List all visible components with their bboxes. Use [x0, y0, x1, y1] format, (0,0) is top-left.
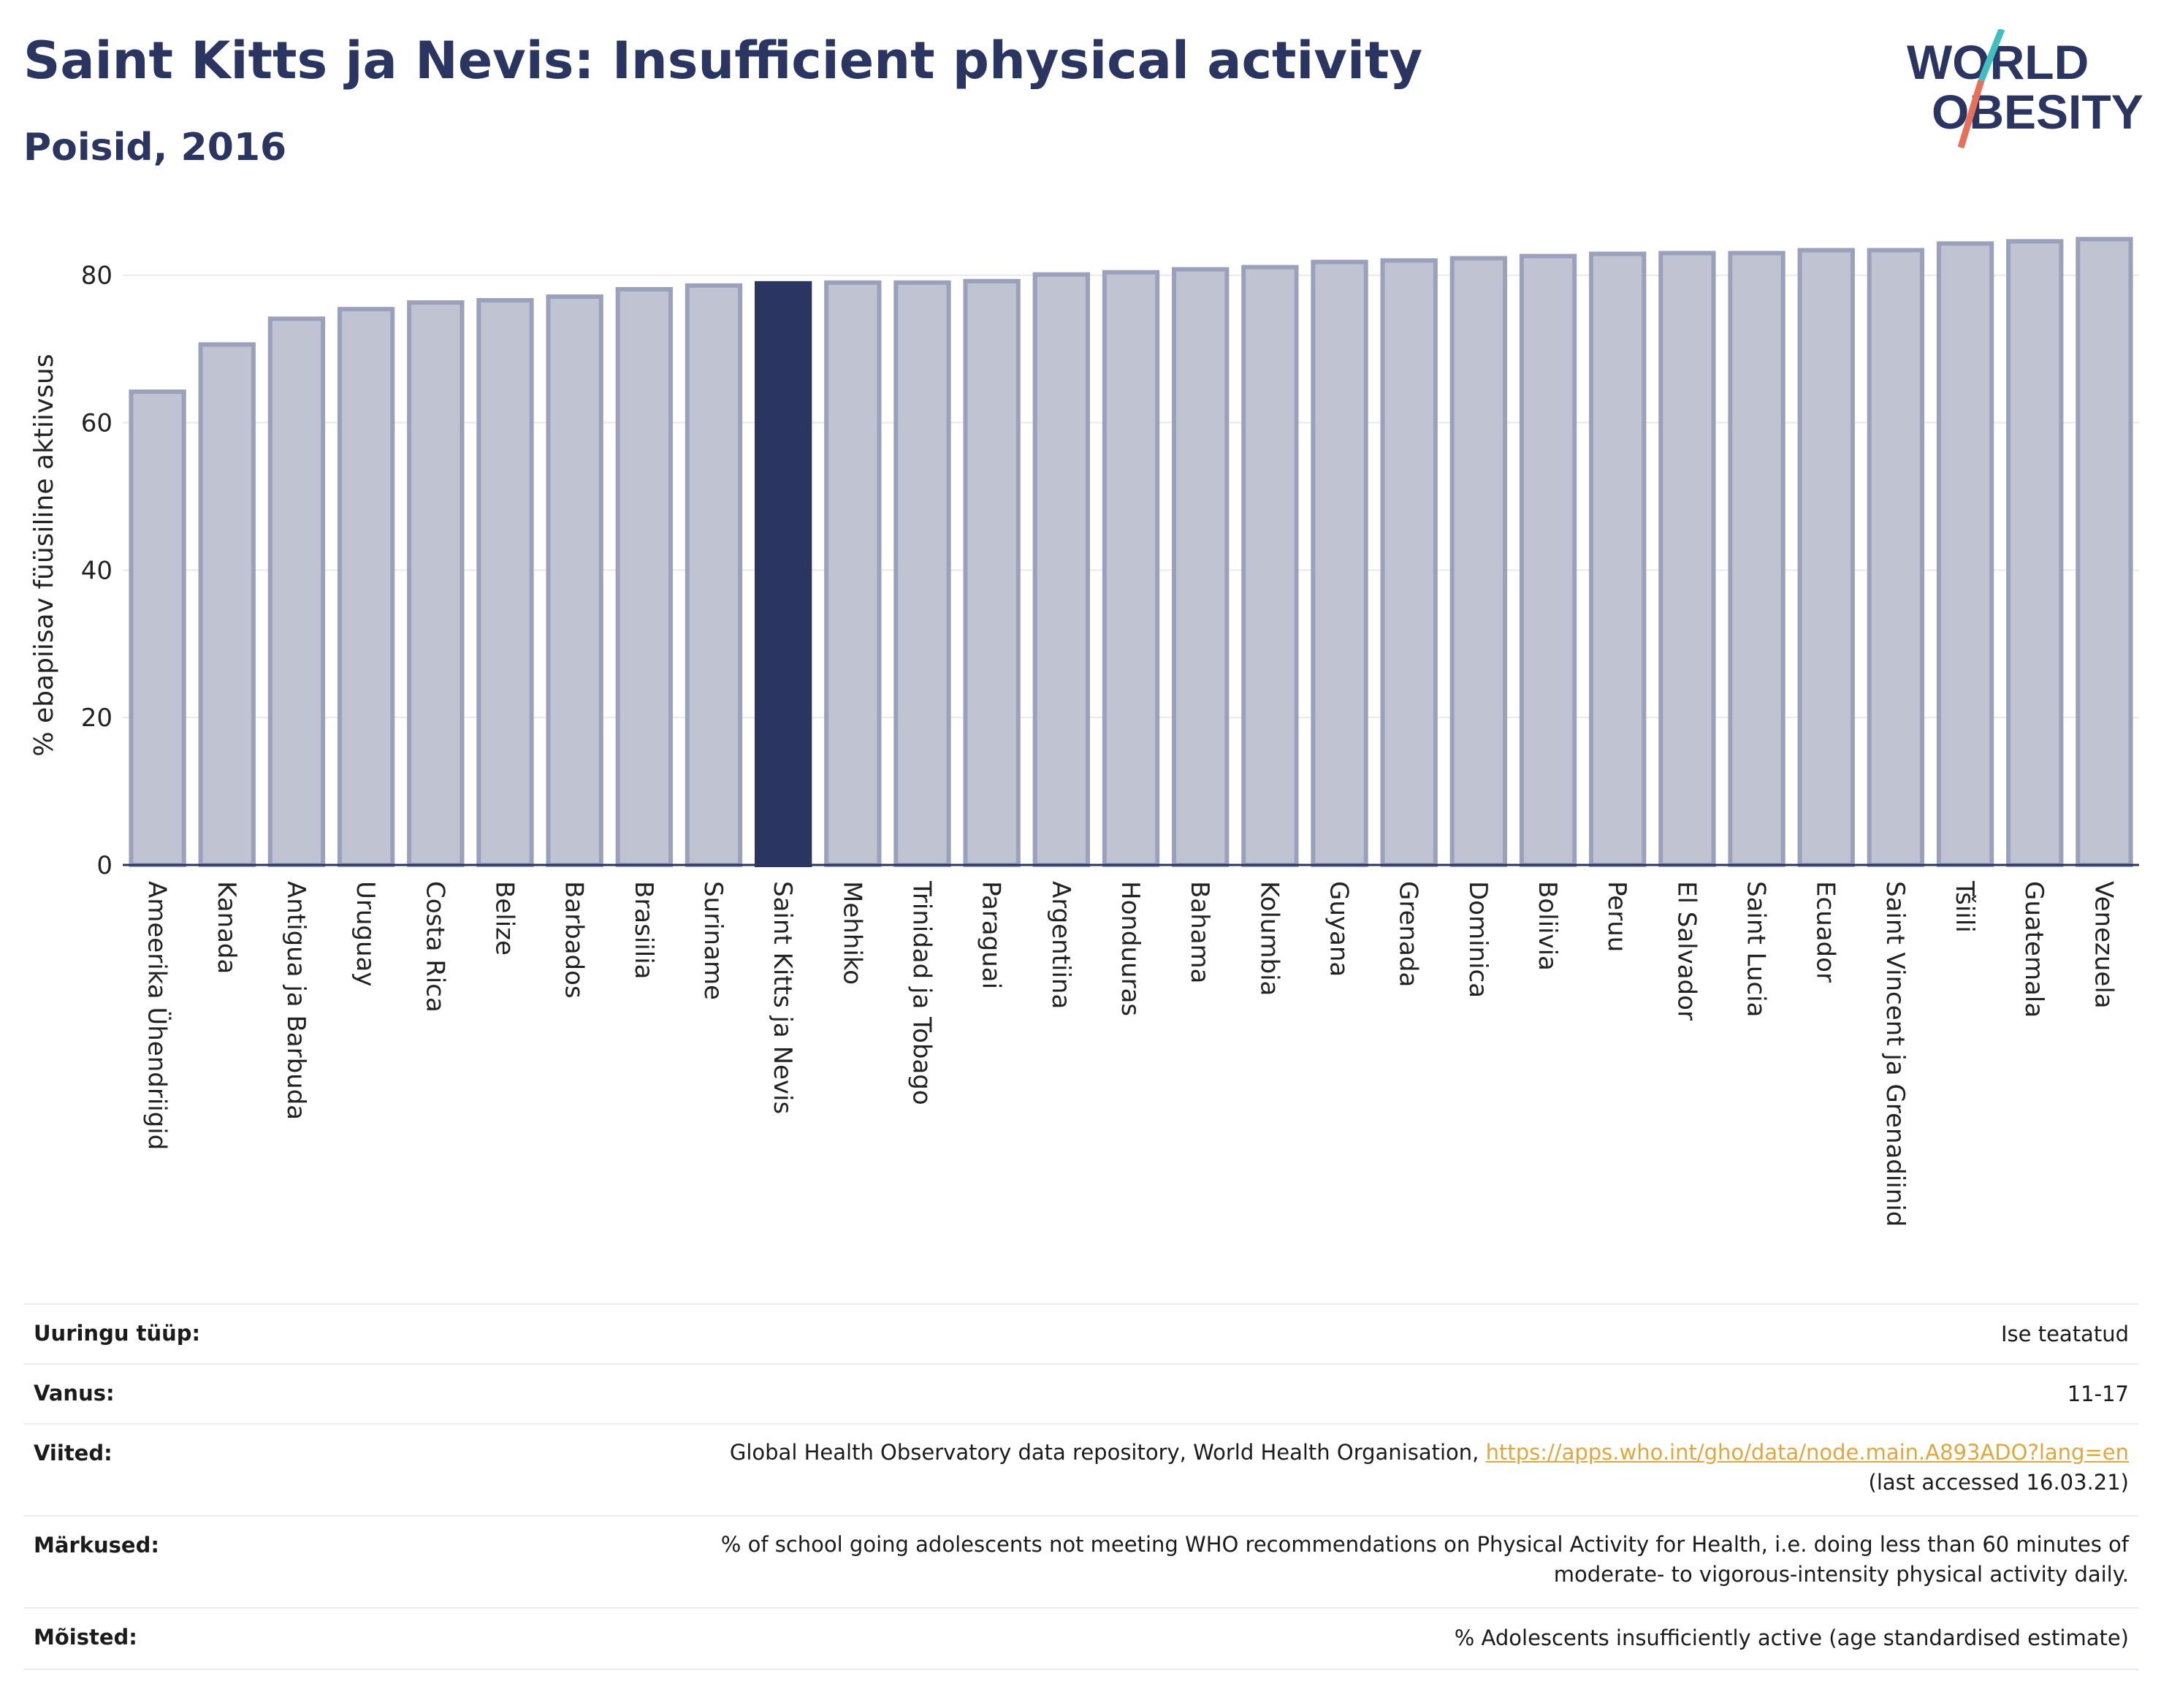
- bar: [1032, 272, 1090, 867]
- meta-label: Uuringu tüüp:: [34, 1321, 201, 1346]
- reference-accessed: (last accessed 16.03.21): [1868, 1470, 2129, 1495]
- bar: [2006, 239, 2064, 867]
- x-tick-label: Suriname: [698, 881, 728, 1000]
- meta-label: Viited:: [34, 1441, 113, 1465]
- reference-link[interactable]: https://apps.who.int/gho/data/node.main.…: [1485, 1440, 2129, 1465]
- x-tick-label: Kolumbia: [1254, 881, 1284, 996]
- bar: [1658, 251, 1716, 868]
- bar: [476, 298, 534, 867]
- meta-label: Vanus:: [34, 1381, 115, 1406]
- bar: [546, 294, 603, 867]
- bar: [1380, 258, 1438, 867]
- x-tick-label: Saint Kitts ja Nevis: [768, 881, 797, 1114]
- x-tick-label: Saint Lucia: [1742, 881, 1771, 1017]
- x-tick-label: Mehhiko: [837, 881, 866, 985]
- x-tick-label: Trinidad ja Tobago: [907, 880, 936, 1105]
- meta-value: 11-17: [2067, 1381, 2129, 1406]
- bar: [615, 286, 673, 867]
- meta-row-age: Vanus: 11-17: [23, 1363, 2139, 1423]
- bar: [893, 280, 951, 867]
- bar: [1867, 248, 1925, 868]
- y-tick-label: 80: [81, 262, 113, 291]
- x-tick-label: Brasiilia: [629, 881, 658, 979]
- bar-chart: 0 20 40 60 80 % ebapiisav füüsiline aktiivsus…: [29, 237, 2139, 1227]
- bar: [337, 307, 395, 867]
- chart-subtitle: Poisid, 2016: [23, 126, 287, 169]
- bar: [267, 316, 326, 868]
- bar: [1519, 253, 1577, 867]
- x-tick-label: Argentiina: [1046, 881, 1075, 1009]
- bar: [1728, 251, 1785, 868]
- logo-slash-top: [1978, 29, 2005, 82]
- notes-line-2: moderate- to vigorous-intensity physical…: [1553, 1562, 2129, 1587]
- x-tick-label: Honduuras: [1116, 881, 1145, 1016]
- x-tick-label: Grenada: [1394, 881, 1423, 987]
- x-tick-label: Dominica: [1463, 881, 1493, 998]
- bar: [1589, 251, 1647, 867]
- x-tick-label: Tšiili: [1950, 880, 1979, 933]
- chart-title: Saint Kitts ja Nevis: Insufficient physi…: [23, 31, 1423, 91]
- bar: [685, 283, 743, 867]
- bar: [407, 300, 465, 867]
- bar: [198, 342, 256, 867]
- logo-slash-bottom: [1957, 79, 1985, 149]
- meta-value: Ise teatatud: [2000, 1322, 2129, 1346]
- x-tick-label: Antigua ja Barbuda: [281, 881, 310, 1120]
- bar: [129, 389, 186, 867]
- x-tick-label: Costa Rica: [420, 881, 449, 1013]
- x-tick-label: Bahama: [1185, 881, 1214, 984]
- x-tick-label: Paraguai: [977, 881, 1006, 989]
- meta-value: Global Health Observatory data repositor…: [730, 1438, 2129, 1498]
- bar: [824, 280, 882, 867]
- meta-row-definitions: Mõisted: % Adolescents insufficiently ac…: [23, 1607, 2139, 1670]
- x-tick-label: El Salvador: [1672, 881, 1701, 1021]
- bar: [1311, 259, 1368, 867]
- y-axis-title: % ebapiisav füüsiline aktiivsus: [29, 354, 59, 756]
- x-tick-label: Guyana: [1325, 881, 1354, 977]
- notes-line-1: % of school going adolescents not meetin…: [720, 1532, 2129, 1557]
- x-tick-label: Barbados: [560, 881, 589, 999]
- meta-label: Mõisted:: [34, 1625, 137, 1650]
- bar: [1449, 256, 1508, 867]
- bar: [963, 278, 1021, 867]
- metadata-table: Uuringu tüüp: Ise teatatud Vanus: 11-17 …: [23, 1303, 2139, 1670]
- y-tick-label: 0: [96, 851, 113, 880]
- x-tick-label: Boliivia: [1533, 881, 1562, 971]
- x-tick-label: Peruu: [1602, 881, 1631, 952]
- meta-row-survey-type: Uuringu tüüp: Ise teatatud: [23, 1303, 2139, 1363]
- x-tick-label: Ameerika Ühendriigid: [142, 881, 172, 1150]
- meta-value: % Adolescents insufficiently active (age…: [1454, 1625, 2129, 1650]
- x-tick-label: Ecuador: [1811, 881, 1840, 983]
- meta-row-notes: Märkused: % of school going adolescents …: [23, 1515, 2139, 1607]
- x-tick-label: Kanada: [212, 881, 241, 974]
- x-tick-label: Belize: [489, 881, 519, 956]
- y-tick-label: 40: [81, 556, 113, 585]
- x-tick-label: Venezuela: [2089, 881, 2118, 1009]
- bar: [754, 281, 812, 867]
- x-tick-label: Uruguay: [351, 881, 380, 987]
- world-obesity-logo: WORLD OBESITY: [1907, 29, 2143, 149]
- y-tick-label: 60: [81, 409, 113, 438]
- meta-label: Märkused:: [34, 1533, 159, 1558]
- bar: [1797, 248, 1855, 868]
- bar: [1172, 267, 1230, 867]
- y-tick-label: 20: [81, 704, 113, 733]
- bar: [2076, 237, 2133, 868]
- meta-row-references: Viited: Global Health Observatory data r…: [23, 1423, 2139, 1515]
- bar: [1102, 270, 1160, 867]
- bar: [1936, 241, 1994, 867]
- x-tick-label: Saint Vincent ja Grenadiinid: [1880, 881, 1910, 1227]
- meta-value: % of school going adolescents not meetin…: [721, 1530, 2129, 1590]
- bar: [1241, 264, 1299, 867]
- reference-text: Global Health Observatory data repositor…: [729, 1440, 1479, 1465]
- x-tick-label: Guatemala: [2019, 881, 2048, 1018]
